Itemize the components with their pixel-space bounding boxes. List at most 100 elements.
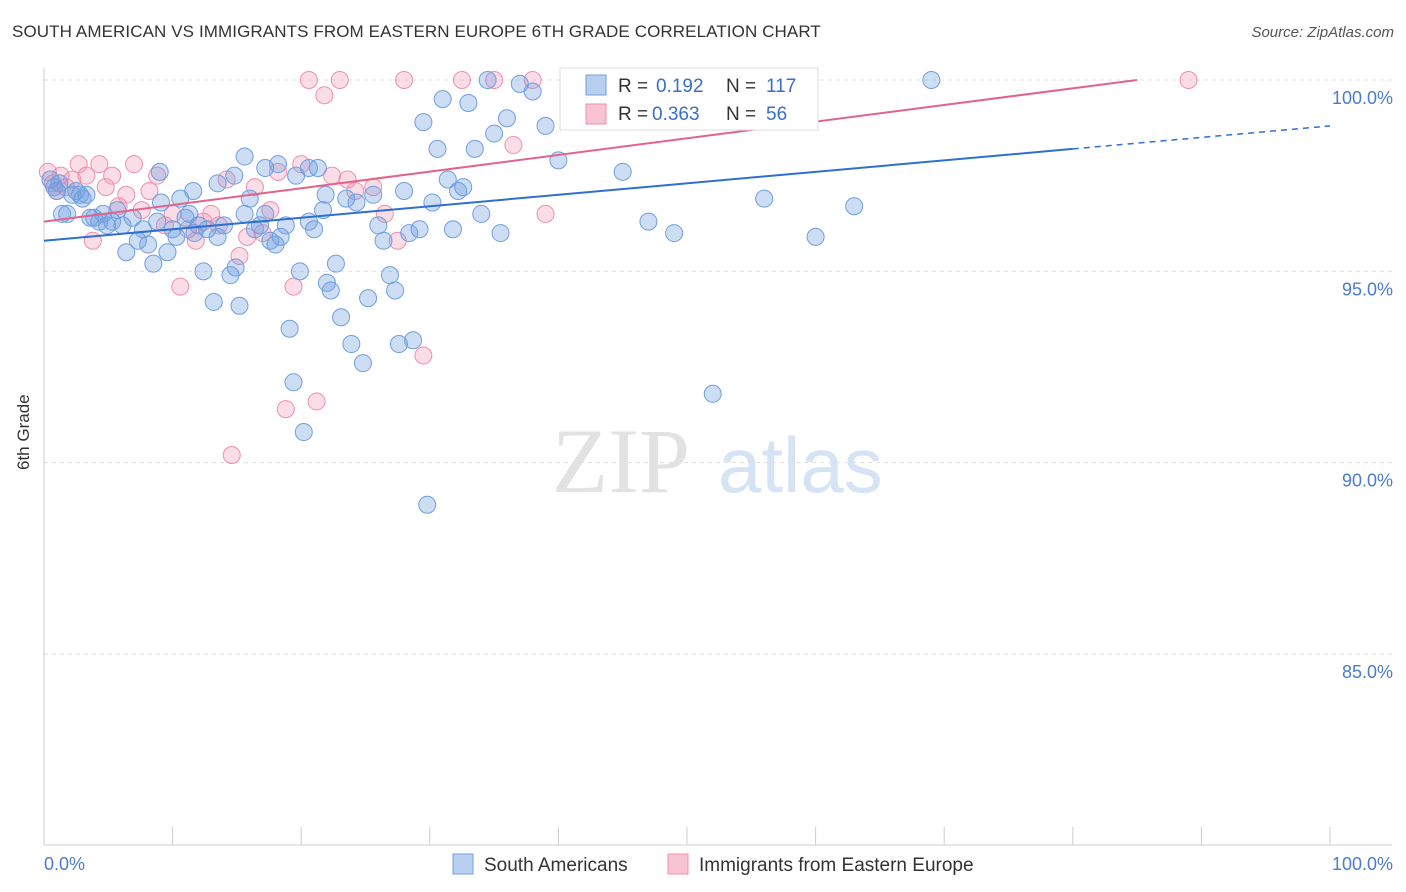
point-south-american-17 [108, 201, 127, 220]
point-south-american-10 [77, 185, 96, 204]
point-south-american-104 [665, 224, 684, 243]
point-south-american-66 [347, 193, 366, 212]
point-south-american-59 [314, 201, 333, 220]
point-south-american-52 [280, 319, 299, 338]
trend-lines [43, 79, 1331, 242]
y-tick-label-3: 85.0% [1342, 662, 1393, 682]
point-eastern-europe-30 [245, 178, 264, 197]
point-south-american-106 [755, 189, 774, 208]
point-south-american-79 [414, 113, 433, 132]
watermark: ZIP atlas [552, 410, 883, 512]
point-eastern-europe-48 [414, 346, 433, 365]
point-south-american-114 [235, 147, 254, 166]
point-south-american-51 [276, 216, 295, 235]
point-eastern-europe-3 [51, 166, 70, 185]
point-south-american-105 [703, 384, 722, 403]
point-south-american-84 [438, 170, 457, 189]
point-south-american-26 [152, 193, 171, 212]
point-eastern-europe-7 [77, 166, 96, 185]
point-south-american-24 [144, 254, 163, 273]
point-eastern-europe-53 [536, 204, 555, 223]
point-south-american-91 [478, 71, 497, 89]
watermark-zip: ZIP [552, 410, 690, 512]
point-south-american-58 [308, 159, 327, 178]
point-south-american-61 [321, 281, 340, 300]
point-eastern-europe-55 [1179, 71, 1198, 89]
point-south-american-41 [226, 258, 245, 277]
point-south-american-81 [423, 193, 442, 212]
point-south-american-38 [208, 227, 227, 246]
point-south-american-29 [167, 227, 186, 246]
point-south-american-69 [364, 185, 383, 204]
point-south-american-87 [454, 178, 473, 197]
point-south-american-50 [271, 227, 290, 246]
point-south-american-47 [256, 204, 275, 223]
point-south-american-112 [208, 174, 227, 193]
point-south-american-37 [204, 292, 223, 311]
point-south-american-43 [235, 204, 254, 223]
point-south-american-65 [342, 335, 361, 354]
point-south-american-90 [472, 204, 491, 223]
point-south-american-64 [337, 189, 356, 208]
point-south-american-83 [433, 90, 452, 109]
point-south-american-103 [639, 212, 658, 231]
point-eastern-europe-35 [284, 277, 303, 296]
axes [43, 68, 1392, 846]
point-south-american-118 [299, 159, 318, 178]
point-south-american-62 [326, 254, 345, 273]
point-eastern-europe-39 [315, 86, 334, 105]
point-eastern-europe-8 [83, 231, 102, 250]
point-south-american-111 [184, 181, 203, 200]
point-south-american-89 [465, 139, 484, 158]
y-tick-label-0: 100.0% [1332, 88, 1393, 108]
point-eastern-europe-37 [299, 71, 318, 89]
point-south-american-93 [491, 224, 510, 243]
point-south-american-80 [418, 495, 437, 514]
point-eastern-europe-10 [96, 178, 115, 197]
point-south-american-102 [613, 162, 632, 181]
stats-box: R = 0.192 N = 117 R = 0.363 N = 56 [559, 67, 819, 131]
legend-swatch-south-americans [452, 853, 474, 875]
stats-r-value-1: 0.192 [656, 76, 704, 97]
source-label: Source: ZipAtlas.com [1251, 24, 1394, 41]
point-south-american-19 [117, 243, 136, 262]
x-tick-label-0: 0.0% [44, 854, 85, 874]
point-south-american-70 [369, 216, 388, 235]
point-south-american-44 [240, 189, 259, 208]
stats-n-value-2: 56 [766, 104, 787, 125]
legend-label-eastern-europe: Immigrants from Eastern Europe [699, 855, 974, 876]
point-south-american-3 [50, 174, 69, 193]
point-south-american-67 [353, 354, 372, 373]
trend-line-south-americans-extension [1072, 125, 1331, 150]
trend-line-south-americans [43, 147, 1073, 242]
point-south-american-57 [305, 220, 324, 239]
stats-swatch-pink [585, 103, 607, 125]
point-eastern-europe-34 [276, 400, 295, 419]
watermark-atlas: atlas [718, 421, 883, 509]
point-south-american-107 [806, 227, 825, 246]
stats-r-label-1: R = [618, 76, 648, 97]
point-south-american-54 [290, 262, 309, 281]
stats-r-label-2: R = [618, 104, 648, 125]
point-eastern-europe-43 [346, 181, 365, 200]
x-tick-label-1: 100.0% [1332, 854, 1393, 874]
point-south-american-53 [284, 373, 303, 392]
point-south-american-85 [443, 220, 462, 239]
point-eastern-europe-16 [140, 181, 159, 200]
point-south-american-71 [374, 231, 393, 250]
point-south-american-74 [389, 335, 408, 354]
point-south-american-76 [400, 224, 419, 243]
point-eastern-europe-13 [117, 185, 136, 204]
legend-label-south-americans: South Americans [484, 855, 628, 876]
point-south-american-110 [150, 162, 169, 181]
stats-r-value-2: 0.363 [652, 104, 700, 125]
point-eastern-europe-47 [395, 71, 414, 89]
x-tick-labels: 0.0% 100.0% [44, 854, 1393, 874]
point-eastern-europe-11 [103, 166, 122, 185]
point-south-american-42 [230, 296, 249, 315]
point-south-american-68 [359, 289, 378, 308]
point-eastern-europe-41 [330, 71, 349, 89]
point-south-american-23 [139, 235, 158, 254]
y-tick-label-2: 90.0% [1342, 471, 1393, 491]
point-south-american-92 [485, 124, 504, 143]
